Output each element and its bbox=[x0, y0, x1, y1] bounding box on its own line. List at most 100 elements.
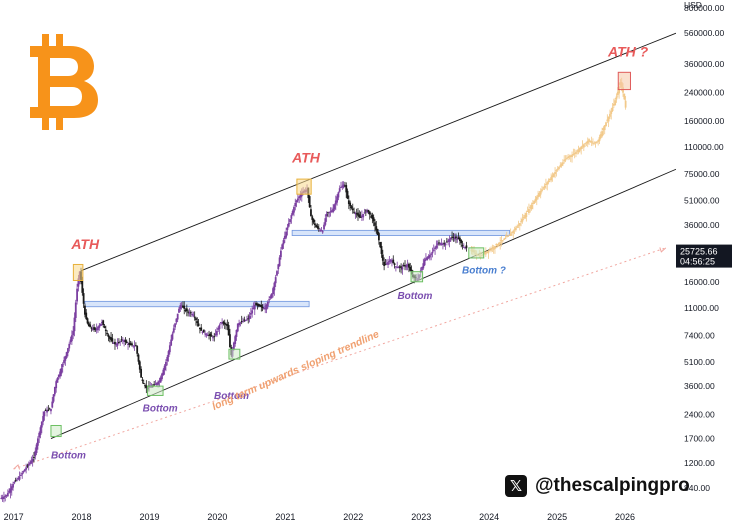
historical-candle-body bbox=[296, 198, 299, 201]
historical-candle-body bbox=[422, 263, 425, 269]
historical-candle-body bbox=[354, 213, 357, 215]
upper-channel bbox=[81, 32, 677, 271]
historical-candle-body bbox=[185, 308, 188, 312]
projection-candle-body bbox=[543, 185, 546, 188]
projection-candle-body bbox=[599, 134, 602, 138]
projection-candle-body bbox=[490, 248, 492, 251]
price-axis[interactable]: USD 800000.00 560000.00 360000.00 240000.00… bbox=[676, 0, 743, 508]
historical-candle-body bbox=[20, 474, 22, 476]
historical-candle-body bbox=[364, 210, 367, 212]
historical-candle-body bbox=[29, 462, 31, 465]
y-tick-label: 75000.00 bbox=[684, 169, 720, 179]
x-tick-label: 2023 bbox=[411, 512, 431, 522]
historical-candle-body bbox=[323, 224, 325, 230]
historical-candle-body bbox=[136, 346, 139, 354]
x-tick-label: 2020 bbox=[207, 512, 227, 522]
historical-candle-body bbox=[394, 266, 397, 268]
historical-candle-body bbox=[23, 469, 26, 472]
historical-candle-body bbox=[345, 185, 348, 193]
projection-candle-body bbox=[505, 236, 508, 238]
projection-candle-body bbox=[614, 100, 617, 106]
historical-candle-body bbox=[159, 377, 162, 383]
projection-candle-body bbox=[494, 246, 496, 249]
historical-candle-body bbox=[167, 351, 170, 358]
historical-candle-body bbox=[447, 240, 450, 243]
historical-candle-body bbox=[195, 318, 197, 321]
time-axis[interactable]: 2017 2018 2019 2020 2021 2022 2023 2024 2025 2026 bbox=[0, 508, 743, 524]
historical-candle-body bbox=[132, 345, 135, 347]
historical-candle-body bbox=[17, 477, 20, 479]
historical-candle-body bbox=[212, 337, 214, 339]
bitcoin-logo-icon bbox=[22, 32, 102, 132]
historical-candle-body bbox=[377, 233, 380, 241]
historical-candle-body bbox=[340, 186, 342, 188]
historical-candle-body bbox=[33, 457, 35, 459]
historical-candle-body bbox=[14, 480, 17, 482]
historical-candle-body bbox=[27, 463, 30, 466]
historical-candle-body bbox=[110, 337, 112, 341]
historical-candle-body bbox=[361, 215, 363, 218]
historical-candle-body bbox=[53, 386, 56, 395]
historical-candle-body bbox=[310, 209, 312, 217]
historical-candle-body bbox=[358, 214, 361, 217]
candles-layer bbox=[0, 77, 627, 503]
historical-candle-body bbox=[391, 261, 393, 263]
historical-candle-body bbox=[56, 377, 59, 383]
y-tick-label: 160000.00 bbox=[684, 116, 724, 126]
historical-candle-body bbox=[165, 361, 167, 366]
historical-candle-body bbox=[243, 319, 246, 321]
historical-candle-body bbox=[141, 379, 144, 381]
historical-candle-body bbox=[346, 190, 349, 199]
projection-candle-body bbox=[562, 162, 564, 165]
projection-candle-body bbox=[530, 204, 533, 210]
historical-candle-body bbox=[18, 476, 21, 480]
historical-candle-body bbox=[263, 307, 265, 310]
historical-candle-body bbox=[238, 323, 240, 326]
historical-candle-body bbox=[350, 206, 353, 209]
historical-candle-body bbox=[76, 288, 78, 302]
historical-candle-body bbox=[63, 360, 65, 364]
x-tick-label: 2021 bbox=[275, 512, 295, 522]
projection-candle-body bbox=[580, 146, 583, 150]
historical-candle-body bbox=[57, 374, 60, 378]
historical-candle-body bbox=[278, 257, 281, 267]
projection-candle-body bbox=[605, 122, 607, 127]
historical-candle-body bbox=[445, 241, 448, 243]
historical-candle-body bbox=[353, 211, 355, 213]
historical-candle-body bbox=[115, 344, 118, 346]
projection-candle-body bbox=[517, 224, 520, 226]
projection-candle-body bbox=[594, 141, 597, 143]
historical-candle-body bbox=[248, 315, 251, 320]
y-tick-label: 110000.00 bbox=[684, 142, 724, 152]
historical-candle-body bbox=[338, 188, 341, 192]
historical-candle-body bbox=[383, 261, 386, 266]
historical-candle-body bbox=[397, 267, 400, 269]
historical-candle-body bbox=[128, 342, 131, 345]
projection-candle-body bbox=[598, 137, 601, 142]
y-tick-label: 36000.00 bbox=[684, 220, 720, 230]
current-price-tag: 25725.66 04:56:25 bbox=[676, 244, 732, 268]
projection-candle-body bbox=[556, 168, 559, 170]
historical-candle-body bbox=[311, 216, 314, 220]
historical-candle-body bbox=[242, 321, 244, 323]
historical-candle-body bbox=[121, 340, 124, 342]
historical-candle-body bbox=[272, 288, 274, 295]
historical-candle-body bbox=[35, 444, 38, 453]
historical-candle-body bbox=[396, 266, 399, 268]
historical-candle-body bbox=[452, 236, 455, 238]
projection-candle-body bbox=[572, 154, 575, 156]
x-tick-label: 2018 bbox=[72, 512, 92, 522]
historical-candle-body bbox=[124, 339, 127, 343]
historical-candle-body bbox=[95, 328, 98, 331]
x-logo-icon: 𝕏 bbox=[505, 475, 527, 497]
historical-candle-body bbox=[252, 307, 255, 310]
historical-candle-body bbox=[402, 265, 405, 267]
historical-candle-body bbox=[341, 185, 344, 187]
historical-candle-body bbox=[465, 245, 468, 249]
projection-candle-body bbox=[548, 178, 551, 181]
historical-candle-body bbox=[260, 305, 263, 307]
ath-label-2017: ATH bbox=[70, 236, 100, 252]
historical-candle-body bbox=[140, 368, 143, 378]
projection-candle-body bbox=[571, 154, 573, 158]
